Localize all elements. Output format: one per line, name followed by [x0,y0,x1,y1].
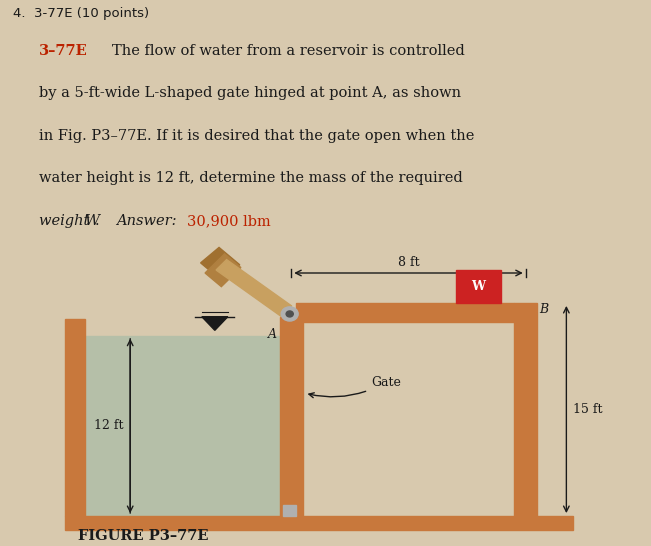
Text: FIGURE P3–77E: FIGURE P3–77E [78,529,208,543]
Bar [280,317,303,516]
Text: in Fig. P3–77E. If it is desired that the gate open when the: in Fig. P3–77E. If it is desired that th… [38,129,474,143]
Bar [283,505,296,516]
Text: water height is 12 ft, determine the mass of the required: water height is 12 ft, determine the mas… [38,171,462,186]
Text: W: W [85,214,100,228]
Bar [65,516,573,530]
Text: by a 5-ft-wide L-shaped gate hinged at point A, as shown: by a 5-ft-wide L-shaped gate hinged at p… [38,86,461,100]
Polygon shape [202,317,228,330]
Text: Gate: Gate [309,376,401,397]
Text: weight: weight [38,214,94,228]
Bar [201,247,240,280]
Text: Answer:: Answer: [117,214,177,228]
Text: A: A [268,328,277,341]
Text: 8 ft: 8 ft [398,256,419,269]
Text: W: W [471,280,486,293]
Bar [514,303,537,516]
Bar [65,319,85,516]
Text: B: B [539,303,548,316]
Text: The flow of water from a reservoir is controlled: The flow of water from a reservoir is co… [112,44,465,58]
Text: .: . [94,214,113,228]
Text: 30,900 lbm: 30,900 lbm [187,214,270,228]
Polygon shape [205,254,241,287]
Text: 3–77E: 3–77E [38,44,87,58]
Bar [296,303,514,322]
Bar [456,270,501,303]
Circle shape [286,311,293,317]
Bar [85,336,280,516]
Text: 12 ft: 12 ft [94,419,124,432]
Circle shape [281,307,298,321]
Polygon shape [216,259,292,317]
Text: 4.  3-77E (10 points): 4. 3-77E (10 points) [13,7,149,20]
Text: 15 ft: 15 ft [573,403,602,416]
